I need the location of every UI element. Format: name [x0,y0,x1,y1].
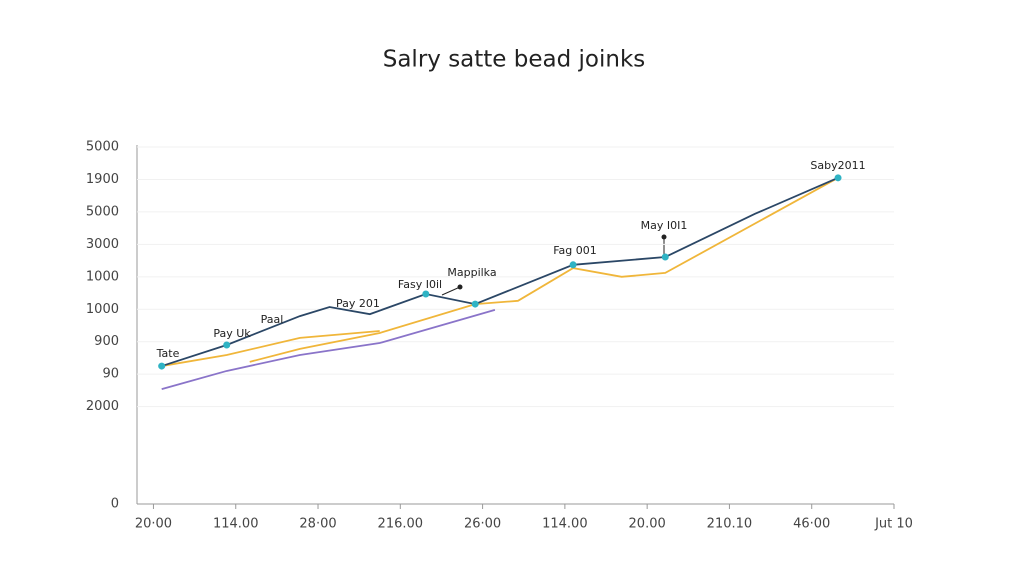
line-series [161,309,496,390]
annotation: Tate [156,347,180,360]
y-tick-label: 1000 [86,302,119,317]
annotation: Mappilka [447,266,496,279]
annotation: May I0I1 [641,219,688,232]
annotation: Pay Uk [213,327,251,340]
annotation: Pay 201 [336,297,380,310]
x-tick-label: 114.00 [213,517,259,532]
x-tick-label: 20·00 [135,517,172,532]
y-tick-label: 0 [111,497,119,512]
point [422,290,430,298]
y-tick-label: 2000 [86,399,119,414]
x-tick-label: 216.00 [378,517,424,532]
annotation-dot [457,284,463,290]
y-tick-label: 1000 [86,269,119,284]
x-tick-label: 26·00 [464,517,501,532]
point [158,362,166,370]
y-tick-label: 900 [94,334,119,349]
x-tick-label: 114.00 [542,517,588,532]
y-tick-label: 3000 [86,237,119,252]
x-tick-label: 20.00 [629,517,666,532]
x-tick-label: Jut 10 [874,517,913,532]
point [223,341,231,349]
point [569,261,577,269]
point [661,253,669,261]
annotation: Fag 001 [553,244,597,257]
annotation: Fasy I0il [398,278,442,291]
x-tick-label: 210.10 [707,517,753,532]
point [471,300,479,308]
annotation-dot [661,234,667,240]
point [834,174,842,182]
y-tick-label: 5000 [86,204,119,219]
x-tick-label: 28·00 [299,517,336,532]
y-tick-label: 5000 [86,140,119,155]
annotation-pointer [441,286,461,296]
x-tick-label: 46·00 [793,517,830,532]
line-series [161,330,380,367]
y-tick-label: 90 [102,367,119,382]
line-series [249,177,839,363]
annotation: Paal [261,313,284,326]
annotation: Saby2011 [810,159,865,172]
y-tick-label: 1900 [86,172,119,187]
chart-title: Salry satte bead joinks [383,47,646,73]
